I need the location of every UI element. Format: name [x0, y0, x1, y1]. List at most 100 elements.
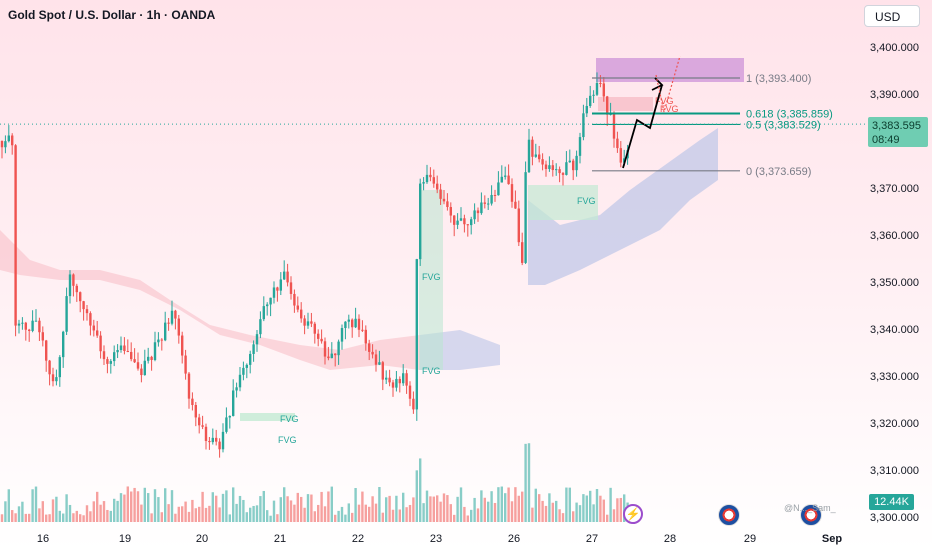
candle-body: [606, 96, 609, 115]
candle-body: [232, 390, 235, 416]
volume-bar: [313, 511, 316, 522]
volume-bar: [242, 499, 245, 522]
volume-bar: [317, 504, 320, 522]
candle-body: [249, 353, 252, 365]
volume-bar: [235, 503, 238, 522]
candle-body: [218, 441, 221, 450]
current-price-value: 3,383.595: [872, 120, 921, 132]
volume-bar: [374, 503, 378, 522]
candle-body: [439, 189, 442, 199]
candle-body: [269, 297, 272, 305]
candle-body: [313, 323, 316, 334]
volume-bar: [4, 501, 7, 522]
candle-body: [568, 160, 571, 163]
candle-body: [276, 287, 279, 291]
us-flag-icon[interactable]: [718, 504, 740, 526]
volume-bar: [368, 506, 371, 522]
candle-body: [41, 332, 44, 341]
candle-body: [453, 215, 456, 225]
volume-bar: [337, 510, 340, 522]
volume-bar: [439, 501, 442, 522]
price-tick: 3,300.000: [870, 512, 919, 524]
volume-bar: [330, 486, 333, 522]
candle-body: [272, 287, 276, 298]
volume-bar: [259, 496, 262, 522]
volume-bar: [585, 495, 588, 522]
candle-body: [225, 417, 228, 432]
candle-body: [252, 344, 255, 354]
volume-bar: [357, 504, 361, 522]
candle-body: [310, 321, 313, 324]
candle-body: [480, 202, 483, 214]
candle-body: [7, 135, 10, 142]
candle-body: [72, 274, 75, 286]
volume-bar: [446, 495, 449, 522]
volume-bar: [306, 494, 310, 522]
projection-path[interactable]: [622, 55, 681, 169]
volume-bar: [245, 512, 248, 522]
candle-body: [31, 320, 34, 331]
volume-bar: [113, 498, 116, 522]
volume-bars: [0, 443, 629, 522]
candle-body: [28, 329, 31, 331]
volume-bar: [252, 505, 255, 522]
volume-bar: [599, 495, 602, 522]
cloud-bearish: [0, 230, 420, 370]
volume-bar: [555, 500, 558, 522]
volume-bar: [208, 505, 211, 522]
volume-bar: [589, 490, 592, 522]
candle-body: [177, 318, 180, 336]
price-tick: 3,360.000: [870, 230, 919, 242]
candle-body: [507, 175, 510, 185]
volume-bar: [41, 501, 44, 522]
volume-bar: [398, 509, 401, 522]
candle-body: [351, 319, 354, 328]
fvg-label: FVG: [577, 196, 596, 206]
candle-body: [242, 367, 245, 375]
candle-body: [391, 382, 395, 388]
candle-body: [82, 301, 85, 310]
candle-body: [371, 351, 374, 355]
volume-bar: [453, 514, 456, 522]
fibonacci-levels[interactable]: 1 (3,393.400) 0.618 (3,385.859)0.5 (3,383…: [592, 73, 833, 178]
candle-body: [524, 172, 527, 263]
volume-bar: [419, 458, 422, 522]
volume-bar: [51, 499, 55, 522]
volume-bar: [21, 501, 24, 522]
volume-bar: [538, 494, 541, 522]
volume-bar: [323, 506, 327, 522]
candle-body: [340, 328, 344, 342]
volume-bar: [11, 510, 14, 522]
volume-bar: [412, 497, 415, 522]
candle-body: [381, 362, 384, 380]
price-tick: 3,390.000: [870, 89, 919, 101]
candle-body: [334, 353, 337, 356]
lightning-icon[interactable]: ⚡: [623, 504, 643, 524]
candle-body: [337, 341, 340, 356]
us-flag-icon[interactable]: [800, 504, 822, 526]
fvg-label: FVG: [660, 104, 679, 114]
candle-body: [575, 155, 578, 171]
volume-bar: [279, 497, 282, 522]
candle-body: [255, 334, 259, 345]
volume-bar: [109, 510, 112, 522]
volume-bar: [31, 489, 34, 522]
volume-bar: [548, 493, 551, 522]
volume-bar: [133, 487, 136, 522]
volume-bar: [602, 499, 605, 522]
candle-body: [551, 165, 554, 171]
chart-title: Gold Spot / U.S. Dollar · 1h · OANDA: [8, 8, 216, 22]
fib-label: 0.5 (3,383.529): [746, 119, 821, 131]
candle-body: [153, 342, 157, 361]
candle-body: [456, 220, 459, 225]
candle-body: [592, 94, 595, 96]
candle-body: [364, 329, 367, 344]
candle-body: [408, 385, 412, 399]
currency-button[interactable]: USD: [864, 5, 920, 27]
volume-bar: [167, 504, 170, 522]
candle-body: [34, 320, 38, 322]
candle-body: [555, 169, 558, 171]
bar-countdown: 08:49: [872, 134, 900, 146]
